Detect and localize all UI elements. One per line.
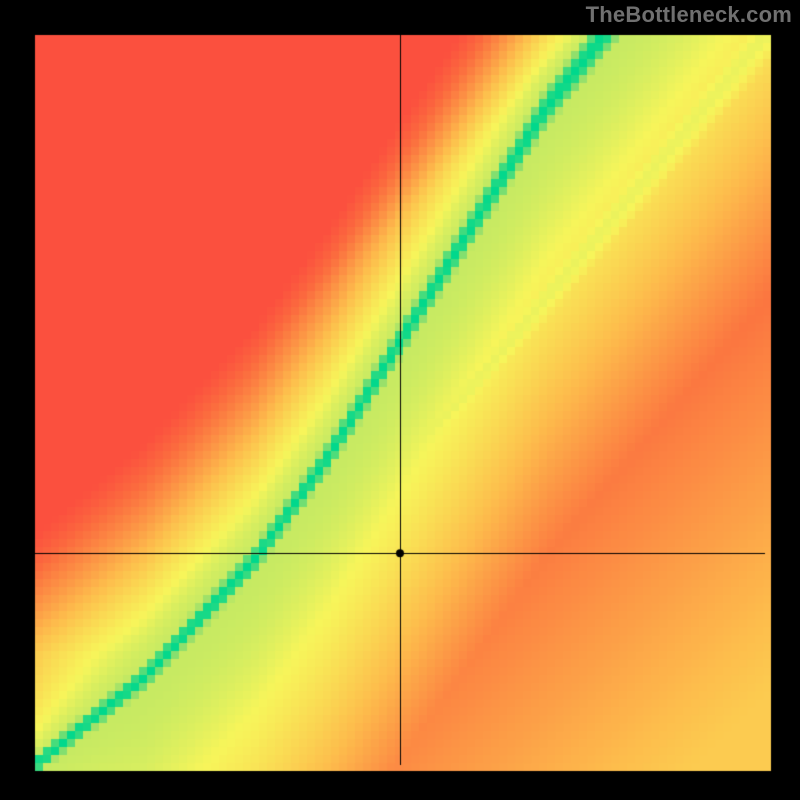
attribution-text: TheBottleneck.com [586,2,792,28]
bottleneck-heatmap [0,0,800,800]
